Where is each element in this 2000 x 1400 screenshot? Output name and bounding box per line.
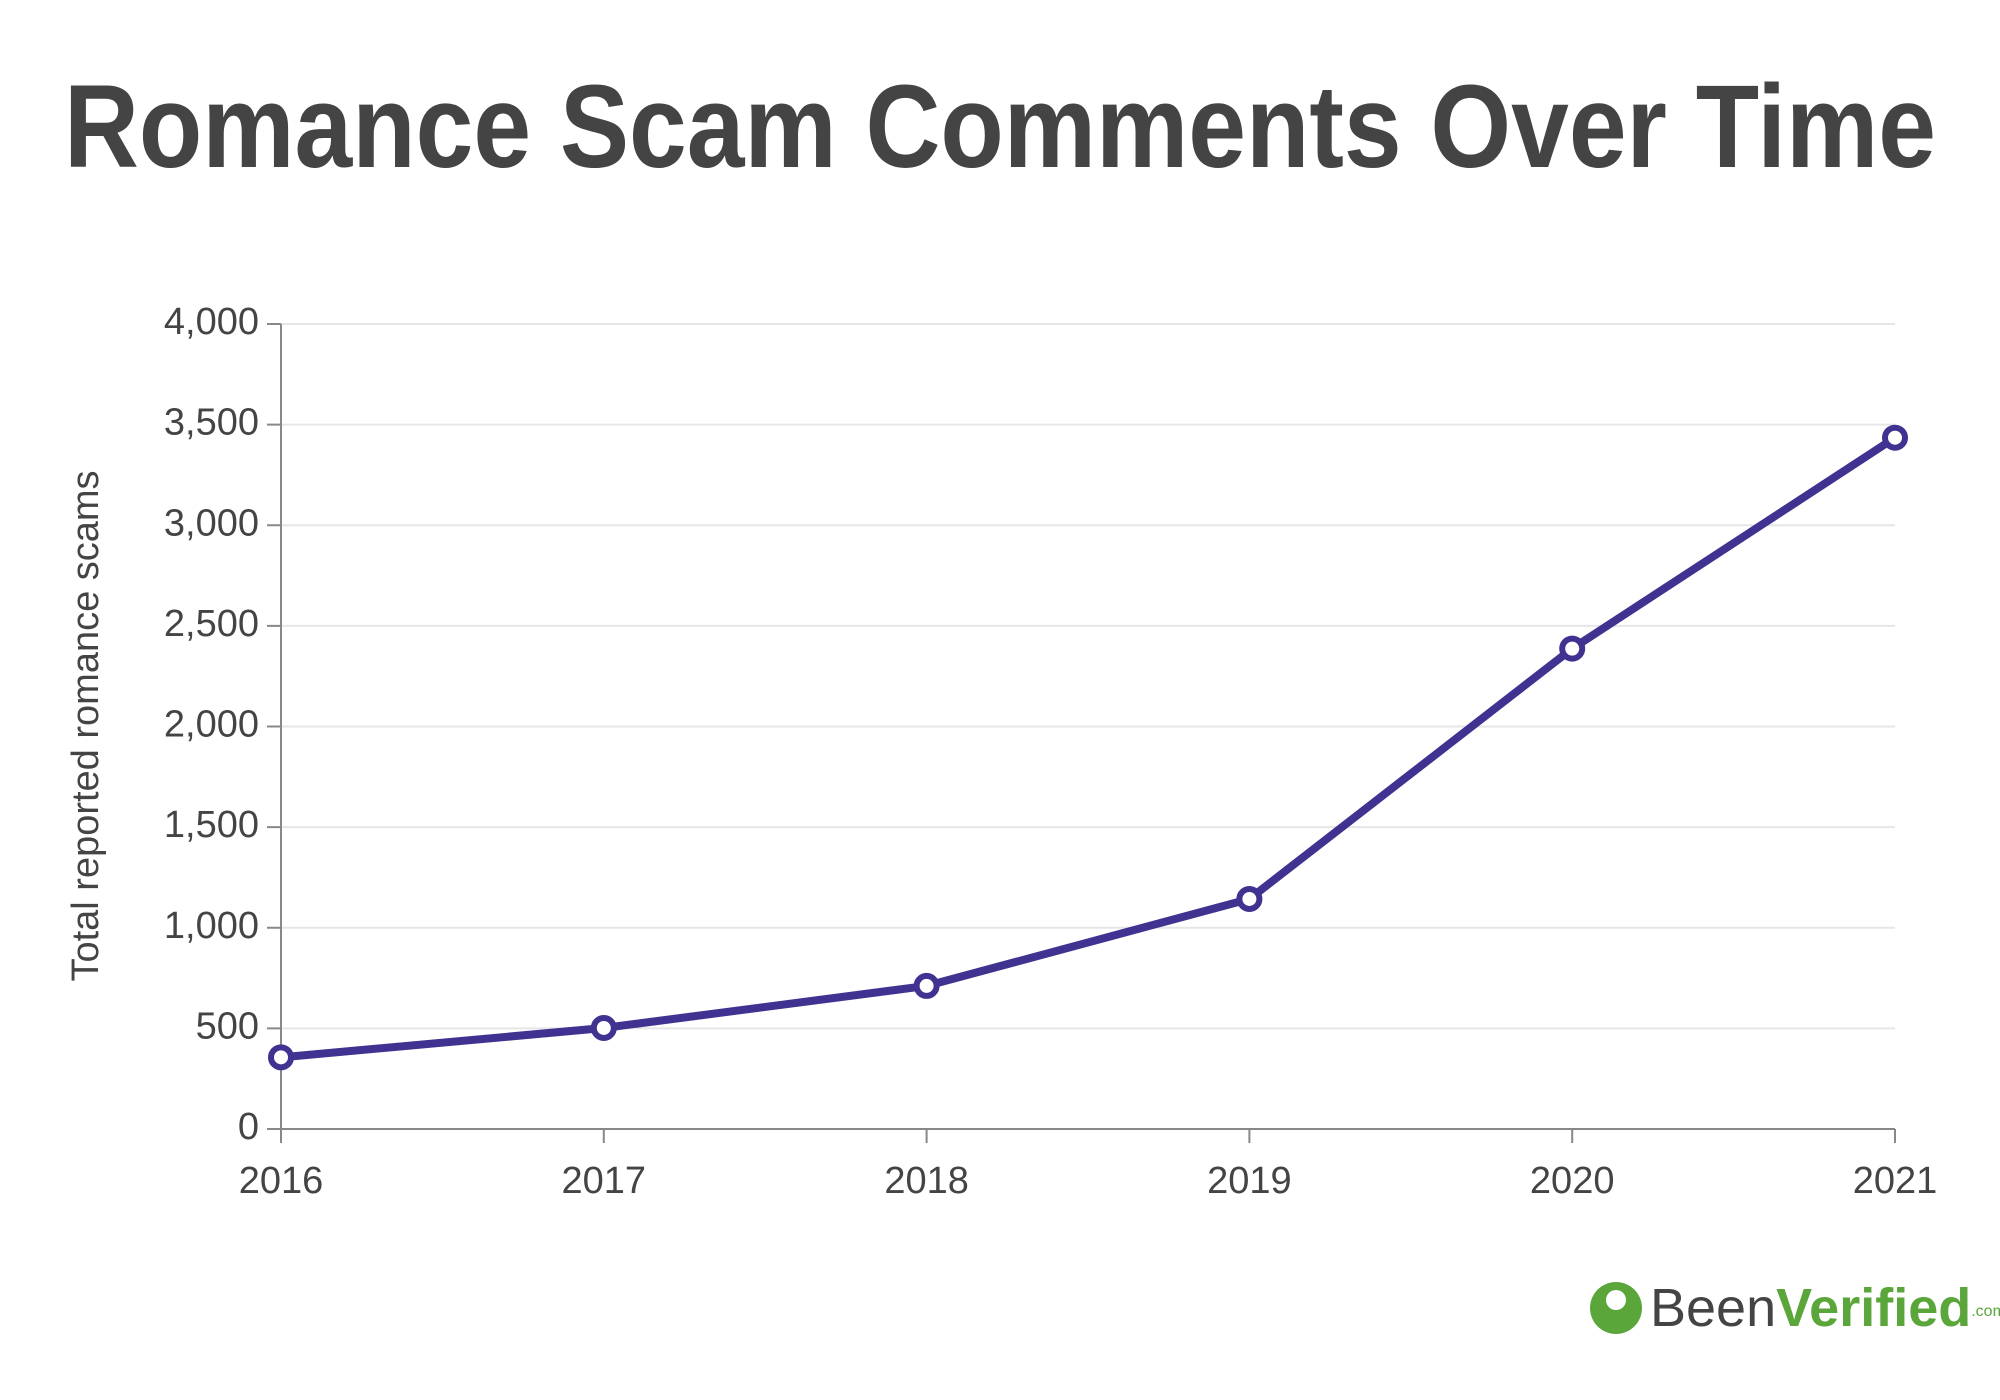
x-tick-label: 2016 (239, 1160, 324, 1202)
point (913, 972, 940, 999)
y-tick-label: 1,500 (164, 804, 259, 846)
chart-title: Romance Scam Comments Over Time (64, 61, 1936, 193)
point (590, 1014, 617, 1041)
point (1882, 424, 1908, 451)
logo: BeenVerified.com (1590, 1278, 2000, 1338)
line (280, 434, 1898, 1062)
y-tick-label: 1,000 (164, 905, 259, 947)
x-tick-label: 2018 (884, 1160, 969, 1202)
logo-icon-head (1606, 1290, 1626, 1310)
logo-first: Been (1650, 1278, 1776, 1338)
y-tick-label: 3,000 (164, 502, 259, 544)
y-tick-label: 2,500 (164, 603, 259, 645)
y-tick-label: 0 (238, 1106, 259, 1148)
x-tick-label: 2020 (1530, 1160, 1615, 1202)
point (1559, 635, 1586, 662)
y-tick-label: 2,000 (164, 704, 259, 746)
point (1236, 885, 1263, 912)
x-tick-label: 2017 (562, 1160, 647, 1202)
y-tick-label: 3,500 (164, 402, 259, 444)
logo-second: Verified (1776, 1278, 1971, 1338)
y-axis-label: Total reported romance scams (65, 470, 107, 981)
point (268, 1044, 294, 1071)
x-tick-label: 2021 (1853, 1160, 1938, 1202)
y-tick-label: 500 (196, 1005, 259, 1047)
logo-suffix: .com (1971, 1303, 2000, 1320)
y-tick-label: 4,000 (164, 301, 259, 343)
logo-text: BeenVerified.com (1650, 1278, 2000, 1338)
x-tick-label: 2019 (1207, 1160, 1292, 1202)
